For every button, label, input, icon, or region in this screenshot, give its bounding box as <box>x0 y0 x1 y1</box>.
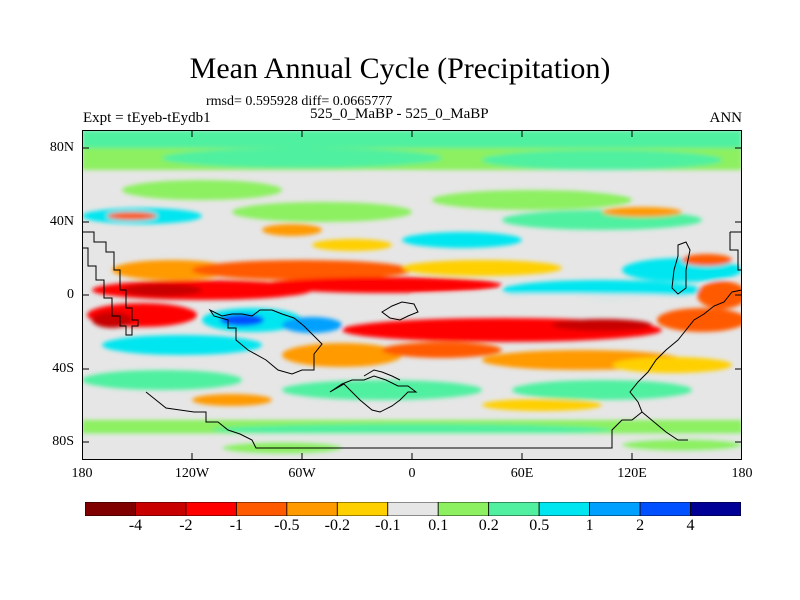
island-outline <box>381 301 419 321</box>
colorbar <box>85 502 741 516</box>
continent-outline-east-1 <box>671 241 691 295</box>
colorbar-swatch <box>589 502 641 516</box>
colorbar-swatch <box>690 502 741 516</box>
colorbar-label: -0.1 <box>375 517 401 534</box>
precipitation-field <box>82 130 742 460</box>
y-tick-label: 0 <box>67 287 74 302</box>
continent-outline-south-america <box>208 308 323 375</box>
experiment-label: Expt = tEyeb-tEydb1 <box>83 110 211 126</box>
island-outline-south-1 <box>329 375 418 413</box>
colorbar-swatch <box>185 502 237 516</box>
case-label: 525_0_MaBP - 525_0_MaBP <box>310 106 489 122</box>
y-tick-label: 40N <box>49 214 74 229</box>
colorbar-label: 0.1 <box>428 517 449 534</box>
x-tick-label: 0 <box>408 466 416 481</box>
colorbar-label: 0.5 <box>529 517 550 534</box>
colorbar-swatch <box>538 502 591 516</box>
continent-outlines <box>82 231 742 449</box>
season-label: ANN <box>709 110 743 126</box>
colorbar-label: -2 <box>179 517 193 534</box>
x-tick-label: 60W <box>288 466 316 481</box>
x-tick-label: 180 <box>731 466 753 481</box>
colorbar-label: 1 <box>585 517 594 534</box>
precipitation-map <box>82 130 742 460</box>
y-tick-label: 40S <box>52 361 74 376</box>
colorbar-swatch <box>488 502 540 516</box>
colorbar-swatch <box>85 502 136 516</box>
continent-outline-antarctic <box>145 289 742 449</box>
x-tick-label: 60E <box>510 466 534 481</box>
colorbar-swatch <box>387 502 439 516</box>
colorbar-swatch <box>235 502 288 516</box>
y-tick-label: 80S <box>52 434 74 449</box>
colorbar-swatch <box>437 502 490 516</box>
colorbar-label: 0.2 <box>478 517 499 534</box>
stats-subtitle: rmsd= 0.595928 diff= 0.0665777 <box>206 94 393 109</box>
axis-ticks <box>82 130 742 460</box>
colorbar-swatch <box>135 502 187 516</box>
colorbar-label: -0.2 <box>324 517 350 534</box>
continent-outline-east-2 <box>729 231 742 271</box>
colorbar-label: 4 <box>686 517 695 534</box>
x-tick-label: 120W <box>174 466 210 481</box>
colorbar-swatch <box>336 502 389 516</box>
colorbar-label: 2 <box>636 517 645 534</box>
coastline-south-east <box>641 411 688 441</box>
colorbar-label: -4 <box>128 517 143 534</box>
colorbar-label: -0.5 <box>274 517 300 534</box>
colorbar-swatch <box>639 502 691 516</box>
colorbar-label: -1 <box>229 517 244 534</box>
continent-outline-west <box>82 231 139 336</box>
x-tick-label: 120E <box>617 466 647 481</box>
colorbar-swatch <box>286 502 338 516</box>
y-tick-label: 80N <box>49 140 74 155</box>
island-outline-south-2 <box>363 369 401 381</box>
x-tick-label: 180 <box>71 466 93 481</box>
chart-title: Mean Annual Cycle (Precipitation) <box>189 52 611 85</box>
